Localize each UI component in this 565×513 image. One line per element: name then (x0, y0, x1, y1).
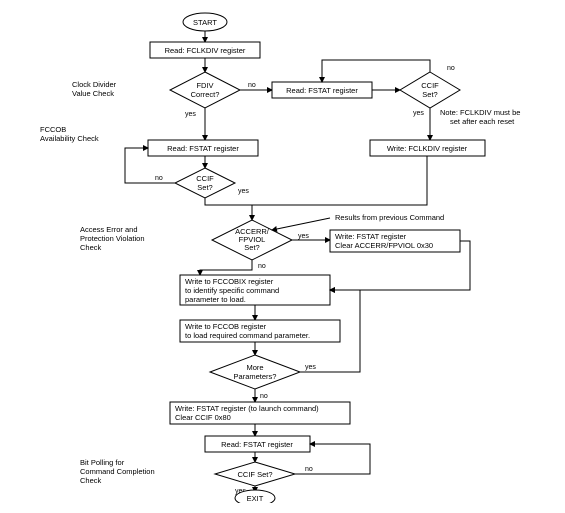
ccif1-text-1: CCIF (421, 81, 439, 90)
yes-label-4: yes (298, 233, 309, 240)
clock-divider-note-2: Value Check (72, 89, 114, 98)
ccif2-text-2: Set? (197, 183, 212, 192)
write-fccob-2: to load required command parameter. (185, 331, 310, 340)
no-label-3: no (155, 175, 163, 182)
more-param-1: More (246, 363, 263, 372)
no-label-4: no (258, 263, 266, 270)
yes-label-3: yes (238, 188, 249, 195)
fdiv-text-2: Correct? (191, 90, 220, 99)
yes-label: yes (413, 110, 424, 117)
fccob-note-1: FCCOB (40, 125, 66, 134)
exit-label: EXIT (247, 494, 264, 503)
start-label: START (193, 18, 217, 27)
write-fstat-clear-2: Clear ACCERR/FPVIOL 0x30 (335, 241, 433, 250)
no-label-2: no (447, 65, 455, 72)
fdiv-text-1: FDIV (196, 81, 213, 90)
edge (200, 260, 252, 275)
access-error-3: Check (80, 243, 102, 252)
write-fclkdiv-text: Write: FCLKDIV register (387, 144, 468, 153)
bit-poll-1: Bit Polling for (80, 458, 125, 467)
access-error-2: Protection Violation (80, 234, 145, 243)
ccif2-text-1: CCIF (196, 174, 214, 183)
yes-label-5: yes (305, 364, 316, 371)
bit-poll-3: Check (80, 476, 102, 485)
note-fclkdiv-2: set after each reset (450, 117, 515, 126)
ccif3-text: CCIF Set? (237, 470, 272, 479)
write-fccobix-1: Write to FCCOBIX register (185, 277, 274, 286)
read-fclkdiv-text: Read: FCLKDIV register (165, 46, 246, 55)
write-fstat-clear-1: Write: FSTAT register (335, 232, 407, 241)
no-label-5: no (260, 393, 268, 400)
write-fccobix-3: parameter to load. (185, 295, 246, 304)
ccif1-text-2: Set? (422, 90, 437, 99)
bit-poll-2: Command Completion (80, 467, 155, 476)
edge (272, 218, 330, 230)
launch-1: Write: FSTAT register (to launch command… (175, 404, 319, 413)
fccob-note-2: Availability Check (40, 134, 99, 143)
launch-2: Clear CCIF 0x80 (175, 413, 231, 422)
results-note: Results from previous Command (335, 213, 444, 222)
write-fccob-1: Write to FCCOB register (185, 322, 267, 331)
note-fclkdiv-1: Note: FCLKDIV must be (440, 108, 520, 117)
write-fccobix-2: to identify specific command (185, 286, 279, 295)
edge (322, 60, 430, 82)
clock-divider-note-1: Clock Divider (72, 80, 117, 89)
read-fstat-2-text: Read: FSTAT register (167, 144, 239, 153)
no-label-6: no (305, 466, 313, 473)
accerr-text-3: Set? (244, 243, 259, 252)
access-error-1: Access Error and (80, 225, 138, 234)
read-fstat-3-text: Read: FSTAT register (221, 440, 293, 449)
yes-label-2: yes (185, 111, 196, 118)
read-fstat-1-text: Read: FSTAT register (286, 86, 358, 95)
edge (205, 198, 252, 220)
no-label: no (248, 82, 256, 89)
edge (252, 156, 427, 205)
more-param-2: Parameters? (234, 372, 277, 381)
